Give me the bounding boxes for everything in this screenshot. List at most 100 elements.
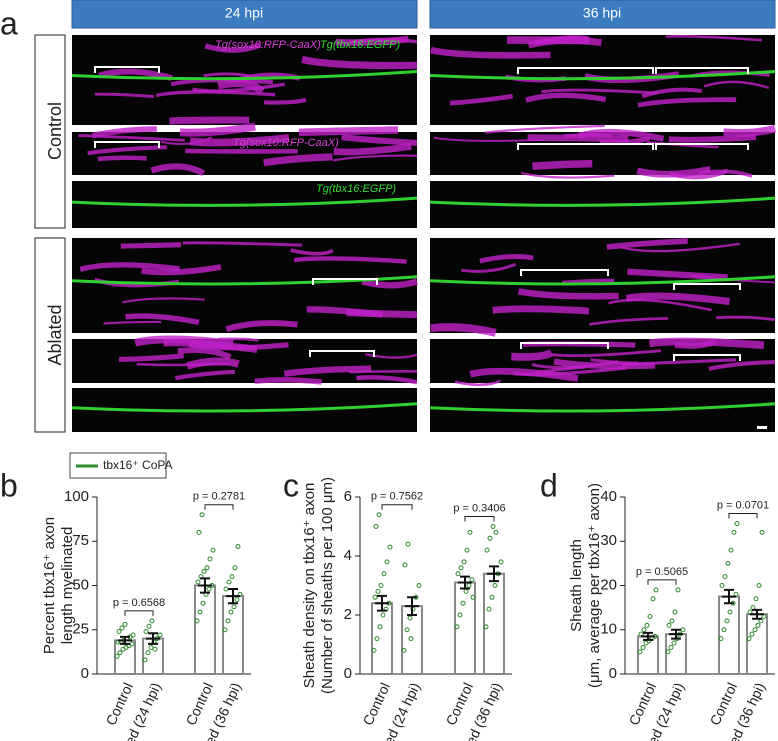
row-label: Ablated <box>45 304 65 365</box>
magenta-process <box>349 370 418 374</box>
y-tick-label: 100 <box>64 488 89 505</box>
bar <box>718 595 740 675</box>
data-point <box>637 649 643 655</box>
data-point <box>722 574 728 580</box>
data-point <box>130 632 136 638</box>
data-point <box>464 547 470 553</box>
data-point <box>143 629 149 635</box>
data-point <box>731 529 737 535</box>
magenta-process <box>98 68 173 81</box>
sheath-bracket <box>517 143 654 150</box>
channel-label: Tg(sox10:RFP-CaaX) <box>233 137 339 149</box>
data-point <box>721 627 727 633</box>
magenta-process <box>716 315 776 322</box>
magenta-process <box>170 78 274 87</box>
data-point <box>374 636 380 642</box>
y-tick-label: 0 <box>344 665 352 682</box>
magenta-process <box>562 278 615 285</box>
data-point <box>724 618 730 624</box>
data-point <box>640 644 646 650</box>
data-point <box>200 600 206 606</box>
data-point <box>498 559 504 565</box>
magenta-process <box>177 347 232 360</box>
data-point <box>671 640 677 646</box>
data-point <box>196 529 202 535</box>
magenta-process <box>484 124 605 134</box>
magenta-process <box>697 169 753 178</box>
magenta-process <box>540 88 658 95</box>
data-point <box>753 596 759 602</box>
sheath-bracket <box>520 269 609 276</box>
magenta-process <box>641 87 703 99</box>
data-point <box>235 544 241 550</box>
data-point <box>759 529 765 535</box>
y-axis-label: Percent tbx16⁺ axon <box>41 517 58 654</box>
magenta-process <box>608 298 712 312</box>
data-point <box>376 512 382 518</box>
magenta-process <box>163 339 258 353</box>
magenta-process <box>290 248 334 256</box>
y-axis-label: Sheath density on tbx16⁺ axon <box>301 483 318 689</box>
row-box <box>34 237 66 433</box>
y-tick-label: 0 <box>609 665 617 682</box>
data-point <box>117 650 123 656</box>
data-point <box>231 604 237 610</box>
green-axon <box>429 196 776 207</box>
micrographs <box>71 34 777 432</box>
data-point <box>665 649 671 655</box>
magenta-process <box>175 369 235 381</box>
magenta-process <box>532 159 593 171</box>
data-point <box>149 618 155 624</box>
p-value: p = 0.6568 <box>113 597 165 609</box>
magenta-process <box>217 79 265 95</box>
scale-bar <box>757 426 767 429</box>
data-point <box>199 512 205 518</box>
magenta-process <box>531 360 618 369</box>
magenta-process <box>120 242 182 249</box>
sheath-bracket <box>94 66 160 73</box>
data-point <box>404 627 410 633</box>
magenta-process <box>364 353 418 359</box>
panel-letter: d <box>540 467 558 503</box>
y-tick-label: 2 <box>344 606 352 623</box>
magenta-process <box>263 153 333 167</box>
magenta-process <box>527 134 629 143</box>
magenta-process <box>169 116 250 125</box>
data-point <box>204 565 210 571</box>
data-point <box>194 618 200 624</box>
data-point <box>749 631 755 637</box>
data-point <box>206 586 212 592</box>
magenta-process <box>517 288 619 300</box>
magenta-process <box>91 126 157 139</box>
data-point <box>718 636 724 642</box>
green-axon <box>71 402 418 413</box>
data-point <box>492 583 498 588</box>
y-axis-label: (μm, average per tbx16⁺ axon) <box>586 483 603 688</box>
data-point <box>487 535 493 541</box>
p-bracket <box>464 516 495 522</box>
data-point <box>226 579 232 585</box>
data-point <box>469 577 475 583</box>
magenta-process <box>527 36 602 49</box>
magenta-process <box>550 349 662 358</box>
data-point <box>122 621 128 627</box>
row-label: Control <box>45 102 65 160</box>
data-point <box>470 594 476 600</box>
magenta-process <box>264 97 307 105</box>
error-bar <box>669 628 683 640</box>
bar <box>483 572 505 676</box>
green-axon <box>429 70 776 81</box>
data-point <box>232 565 238 571</box>
magenta-process <box>179 122 256 137</box>
magenta-process <box>708 360 776 371</box>
channel-label: Tg(tbx16:EGFP) <box>316 183 396 195</box>
sheath-bracket <box>517 67 654 74</box>
data-point <box>644 622 650 628</box>
y-tick-label: 30 <box>600 532 617 549</box>
row-box <box>34 34 66 229</box>
y-axis-label: length myelinated <box>59 527 76 645</box>
data-point <box>234 597 240 603</box>
magenta-process <box>118 353 184 362</box>
data-point <box>116 629 122 635</box>
green-axon <box>71 196 418 207</box>
